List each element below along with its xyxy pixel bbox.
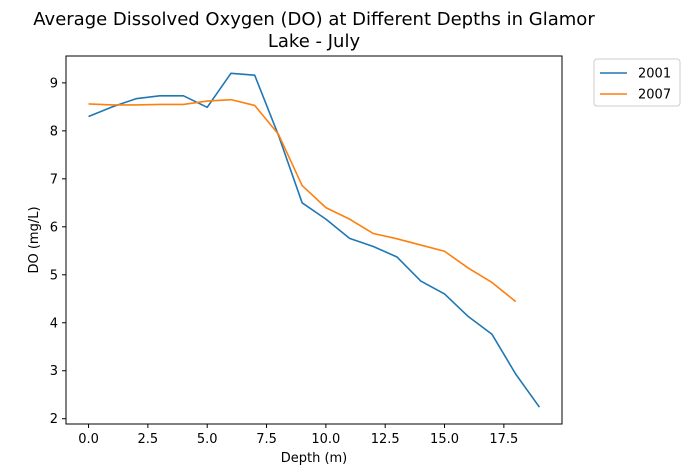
y-tick-label: 4 (50, 316, 58, 331)
y-tick-label: 8 (50, 124, 58, 139)
y-tick-label: 5 (50, 268, 58, 283)
x-tick-label: 15.0 (430, 432, 459, 447)
x-tick-label: 2.5 (138, 432, 159, 447)
y-tick-label: 7 (50, 172, 58, 187)
legend-label-2001: 2001 (638, 67, 671, 82)
x-tick-label: 12.5 (371, 432, 400, 447)
legend-label-2007: 2007 (638, 88, 671, 103)
x-tick-label: 7.5 (256, 432, 277, 447)
chart-title-line-2: Lake - July (268, 31, 361, 52)
legend: 2001 2007 (593, 58, 681, 107)
series-line-2007 (88, 98, 517, 303)
series-line-2001 (88, 72, 541, 408)
y-tick-label: 2 (50, 412, 58, 427)
y-axis-label: DO (mg/L) (27, 206, 42, 273)
y-tick-label: 6 (50, 220, 58, 235)
x-axis-ticks: 0.0 2.5 5.0 7.5 10.0 12.5 15.0 17.5 (78, 424, 518, 447)
x-axis-label: Depth (m) (281, 451, 348, 466)
x-tick-label: 17.5 (489, 432, 518, 447)
plot-area-frame (65, 55, 563, 425)
y-axis-ticks: 2 3 4 5 6 7 8 9 (50, 76, 66, 427)
x-tick-label: 10.0 (311, 432, 340, 447)
plot-lines (88, 72, 541, 408)
y-tick-label: 9 (50, 76, 58, 91)
y-tick-label: 3 (50, 364, 58, 379)
chart-title-line-1: Average Dissolved Oxygen (DO) at Differe… (33, 9, 595, 30)
x-tick-label: 0.0 (78, 432, 99, 447)
x-tick-label: 5.0 (197, 432, 218, 447)
